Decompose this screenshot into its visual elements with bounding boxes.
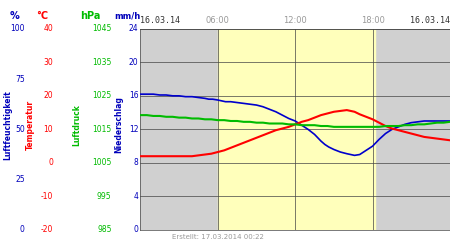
- Text: 0: 0: [134, 226, 139, 234]
- Text: 16.03.14: 16.03.14: [140, 16, 180, 25]
- Text: Erstellt: 17.03.2014 00:22: Erstellt: 17.03.2014 00:22: [172, 234, 264, 240]
- Text: 75: 75: [15, 74, 25, 84]
- Text: 12:00: 12:00: [284, 16, 307, 25]
- Text: 0: 0: [48, 158, 53, 168]
- Text: 1045: 1045: [92, 24, 112, 33]
- Text: 995: 995: [97, 192, 112, 201]
- Text: hPa: hPa: [80, 11, 100, 21]
- Text: Luftfeuchtigkeit: Luftfeuchtigkeit: [3, 90, 12, 160]
- Text: 1015: 1015: [92, 125, 112, 134]
- Text: 0: 0: [20, 226, 25, 234]
- Text: %: %: [10, 11, 20, 21]
- Text: 40: 40: [43, 24, 53, 33]
- Text: 50: 50: [15, 125, 25, 134]
- Text: Temperatur: Temperatur: [26, 100, 35, 150]
- Text: 10: 10: [44, 125, 53, 134]
- Text: 4: 4: [134, 192, 139, 201]
- Text: 1025: 1025: [92, 91, 112, 100]
- Text: -10: -10: [40, 192, 53, 201]
- Text: 8: 8: [134, 158, 139, 168]
- Text: 18:00: 18:00: [360, 16, 385, 25]
- Text: 16.03.14: 16.03.14: [410, 16, 450, 25]
- Text: 20: 20: [44, 91, 53, 100]
- Text: 100: 100: [10, 24, 25, 33]
- Text: -20: -20: [40, 226, 53, 234]
- Bar: [218, 29, 375, 230]
- Text: mm/h: mm/h: [114, 12, 140, 21]
- Text: Luftdruck: Luftdruck: [72, 104, 81, 146]
- Text: 1005: 1005: [92, 158, 112, 168]
- Text: 06:00: 06:00: [206, 16, 230, 25]
- Text: 30: 30: [43, 58, 53, 67]
- Text: 1035: 1035: [92, 58, 112, 67]
- Text: 12: 12: [129, 125, 139, 134]
- Text: 16: 16: [129, 91, 139, 100]
- Text: 20: 20: [129, 58, 139, 67]
- Text: 985: 985: [97, 226, 112, 234]
- Text: 24: 24: [129, 24, 139, 33]
- Text: Niederschlag: Niederschlag: [115, 96, 124, 154]
- Text: 25: 25: [15, 175, 25, 184]
- Text: °C: °C: [36, 11, 48, 21]
